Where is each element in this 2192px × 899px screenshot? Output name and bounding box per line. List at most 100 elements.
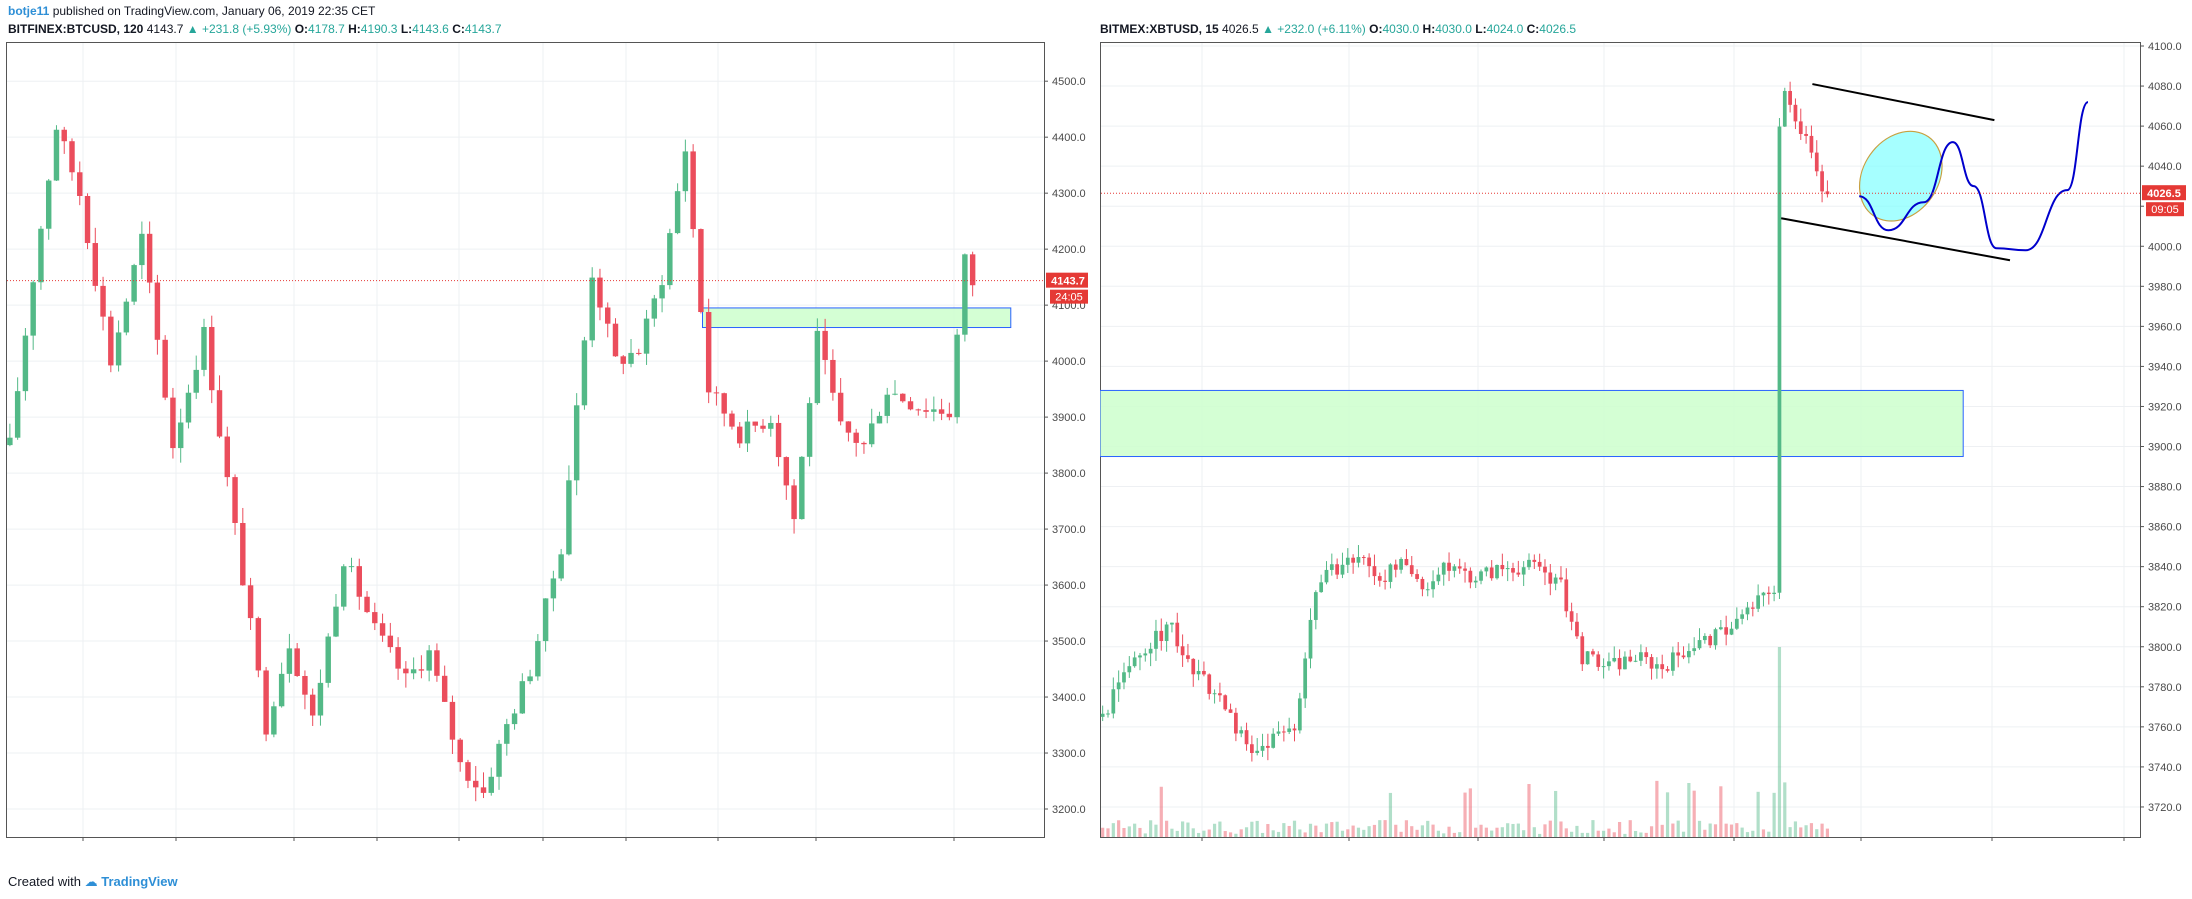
candle-body xyxy=(682,151,689,192)
candle-body xyxy=(1644,652,1649,658)
xbtusd-chart[interactable]: 4100.04080.04060.04040.04020.04000.03980… xyxy=(1100,42,2188,842)
candle-body xyxy=(550,578,557,599)
volume-bar xyxy=(1170,828,1174,837)
candle-body xyxy=(45,180,52,229)
legend-chart-2: BITMEX:XBTUSD, 15 4026.5 ▲ +232.0 (+6.11… xyxy=(1100,22,1576,36)
candle-body xyxy=(938,409,945,414)
last-price: 4026.5 xyxy=(1222,22,1259,36)
volume-bar xyxy=(1452,832,1456,837)
last-price: 4143.7 xyxy=(146,22,184,36)
price-tag: 4026.5 xyxy=(2147,188,2181,200)
candle-body xyxy=(216,390,223,437)
volume-bar xyxy=(1719,786,1723,837)
candle-body xyxy=(1788,90,1792,105)
candle-body xyxy=(154,282,161,340)
volume-bar xyxy=(1319,832,1323,837)
y-tick-label: 3200.0 xyxy=(1052,804,1086,816)
candle-body xyxy=(379,623,386,636)
volume-bar xyxy=(1729,824,1734,837)
volume-bar xyxy=(1127,826,1131,837)
candle-body xyxy=(69,141,75,173)
volume-bar xyxy=(1175,830,1179,837)
candle-body xyxy=(1420,578,1425,590)
volume-bar xyxy=(1639,832,1643,837)
symbol-label[interactable]: BITMEX:XBTUSD, 15 xyxy=(1100,22,1219,36)
volume-bar xyxy=(1644,832,1648,837)
volume-bar xyxy=(1777,647,1782,837)
volume-bar xyxy=(1548,820,1552,837)
candle-body xyxy=(1681,655,1686,658)
candle-body xyxy=(286,648,293,674)
candle-body xyxy=(457,739,463,763)
y-tick-label: 3600.0 xyxy=(1052,580,1086,592)
volume-bar xyxy=(1633,830,1638,837)
candle-body xyxy=(1484,567,1489,572)
y-tick-label: 4060.0 xyxy=(2148,121,2182,133)
candle-body xyxy=(1724,627,1729,635)
candle-body xyxy=(931,409,937,412)
volume-bar xyxy=(1783,782,1787,837)
candle-body xyxy=(1234,712,1238,734)
candle-body xyxy=(667,233,673,286)
candle-body xyxy=(1814,152,1819,172)
candle-body xyxy=(1228,709,1233,713)
candle-body xyxy=(1148,648,1153,654)
candle-body xyxy=(1756,595,1761,609)
volume-bar xyxy=(1138,827,1142,837)
candle-body xyxy=(589,277,595,341)
candle-body xyxy=(581,340,588,406)
y-tick-label: 3920.0 xyxy=(2148,401,2182,413)
symbol-label[interactable]: BITFINEX:BTCUSD, 120 xyxy=(8,22,144,36)
candle-body xyxy=(643,318,650,354)
volume-bar xyxy=(1474,827,1478,837)
candle-body xyxy=(162,339,168,398)
candle-body xyxy=(38,228,44,283)
volume-bar xyxy=(1388,792,1393,837)
volume-bar xyxy=(1788,827,1792,837)
candle-body xyxy=(1212,693,1217,695)
volume-bar xyxy=(1154,824,1158,837)
candle-body xyxy=(1820,171,1824,192)
volume-bar xyxy=(1532,827,1536,837)
candle-body xyxy=(1702,635,1707,641)
candle-body xyxy=(410,669,417,674)
y-tick-label: 4300.0 xyxy=(1052,188,1086,200)
candle-body xyxy=(1479,571,1483,581)
volume-bar xyxy=(1495,827,1499,837)
candle-body xyxy=(713,392,720,394)
volume-bar xyxy=(1330,822,1334,837)
candle-body xyxy=(488,776,494,793)
volume-bar xyxy=(1186,822,1190,837)
candle-body xyxy=(1239,730,1244,734)
author-link[interactable]: botje11 xyxy=(8,4,50,18)
candle-body xyxy=(1473,580,1478,583)
y-tick-label: 4000.0 xyxy=(2148,241,2182,253)
candle-body xyxy=(1223,695,1228,710)
high-value: 4190.3 xyxy=(360,22,398,36)
open-value: 4178.7 xyxy=(308,22,345,36)
volume-bar xyxy=(1772,792,1776,837)
change-value: ▲ +231.8 (+5.93%) xyxy=(186,22,292,36)
btcusd-chart[interactable]: 4500.04400.04300.04200.04100.04000.03900… xyxy=(6,42,1088,842)
candle-body xyxy=(224,436,230,478)
candle-body xyxy=(418,669,425,671)
candle-body xyxy=(1676,652,1681,656)
volume-bar xyxy=(1367,826,1371,837)
volume-bar xyxy=(1612,832,1616,837)
volume-bar xyxy=(1708,823,1712,837)
candle-body xyxy=(364,596,370,613)
candle-body xyxy=(100,285,106,317)
y-tick-label: 4000.0 xyxy=(1052,356,1086,368)
candle-body xyxy=(1244,730,1249,745)
volume-bar xyxy=(1415,829,1419,837)
volume-bar xyxy=(1196,832,1201,837)
volume-bar xyxy=(1703,829,1707,837)
volume-bar xyxy=(1292,820,1297,837)
tradingview-brand[interactable]: TradingView xyxy=(101,874,178,889)
candle-body xyxy=(1425,589,1430,591)
tradingview-logo-icon: ☁ xyxy=(84,874,98,889)
volume-bar xyxy=(1271,830,1275,837)
candle-body xyxy=(558,554,564,579)
candle-body xyxy=(77,172,83,196)
candle-body xyxy=(814,330,821,404)
